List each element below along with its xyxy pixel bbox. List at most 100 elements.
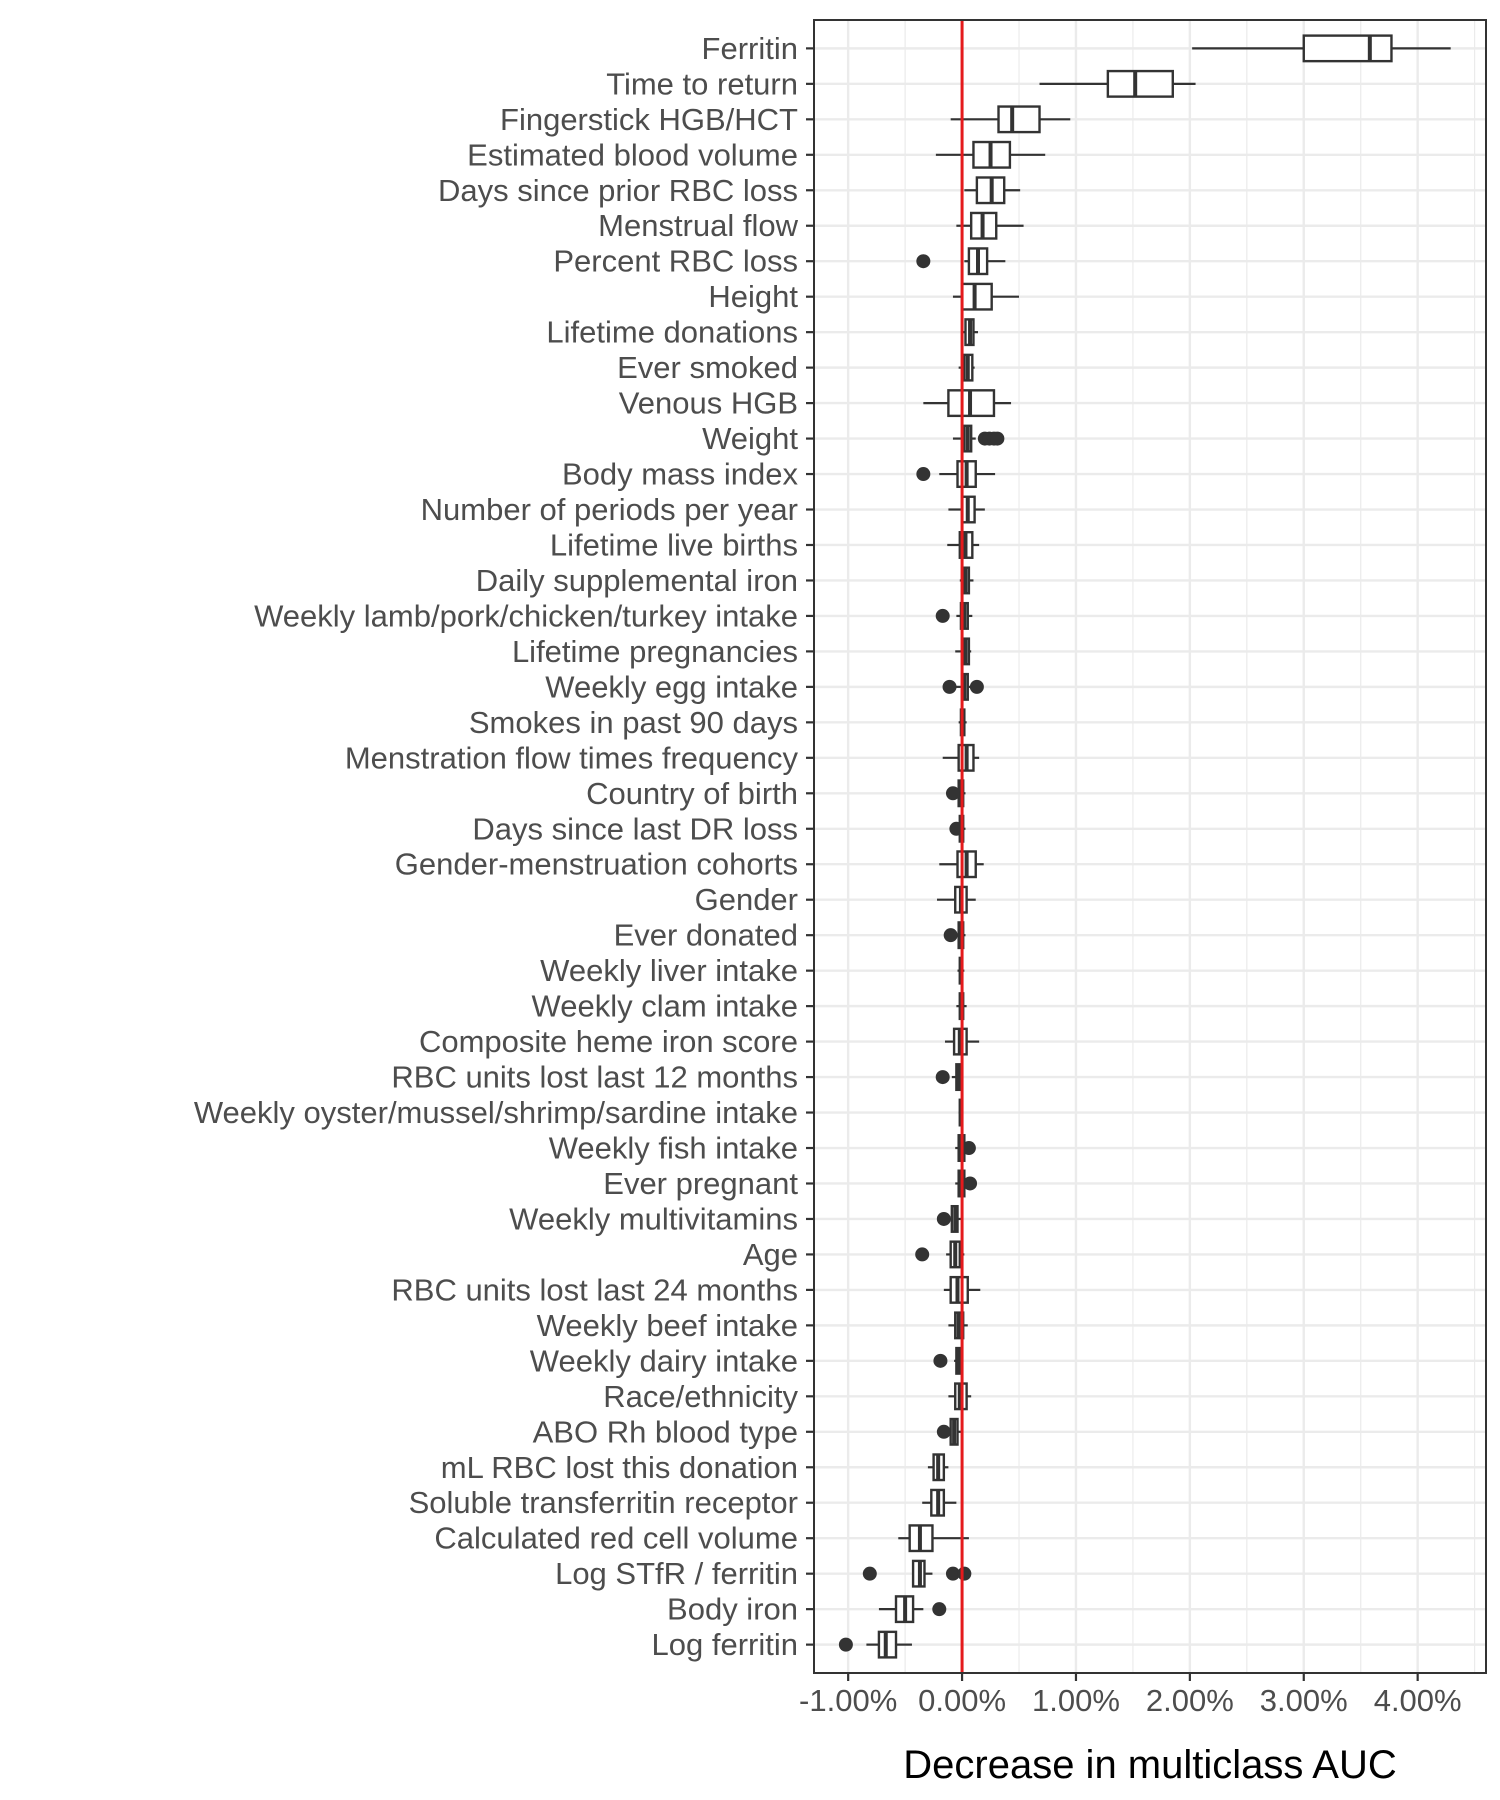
box-45 [878,1595,947,1624]
box-2 [1039,69,1196,98]
box-1 [1192,34,1451,63]
box-iqr [1106,69,1174,98]
y-tick-label: Weekly clam intake [532,989,798,1024]
y-tick-label: Lifetime donations [546,315,798,350]
y-tick-label: Weight [702,421,798,456]
x-tick-label: 3.00% [1260,1683,1348,1718]
y-tick-label: Log ferritin [652,1627,798,1662]
box-12 [952,424,1005,453]
y-tick-label: Ever donated [614,918,798,953]
y-tick-label: Weekly liver intake [540,953,798,988]
outlier-point [969,679,984,694]
box-19 [942,672,984,701]
y-tick-label: Weekly lamb/pork/chicken/turkey intake [254,598,798,633]
box-41 [927,1453,949,1482]
major-gridlines [814,20,1486,1673]
box-17 [935,601,973,630]
box-46 [838,1630,912,1659]
outlier-point [916,254,931,269]
outlier-point [990,431,1005,446]
outlier-point [945,1566,960,1581]
y-tick-label: Fingerstick HGB/HCT [500,102,798,137]
y-tick-label: Weekly multivitamins [509,1201,798,1236]
y-tick-label: Lifetime pregnancies [512,634,798,669]
outlier-point [935,1070,950,1085]
outlier-point [963,1176,978,1191]
box-iqr [997,105,1041,134]
y-tick-label: Weekly fish intake [549,1131,798,1166]
box-iqr [960,282,993,311]
outlier-point [943,928,958,943]
outlier-point [916,467,931,482]
panel-border [813,19,1487,1674]
y-tick-label: Race/ethnicity [603,1379,798,1414]
y-tick-label: Venous HGB [619,386,798,421]
box-11 [923,389,1012,418]
box-iqr [1302,34,1393,63]
y-tick-label: Time to return [606,66,798,101]
box-38 [933,1346,961,1375]
x-axis: -1.00% 0.00% 1.00% 2.00% 3.00% 4.00% [799,1673,1462,1718]
y-tick-label: ABO Rh blood type [533,1414,798,1449]
y-tick-label: Log STfR / ferritin [555,1556,798,1591]
y-tick-label: Days since prior RBC loss [438,173,798,208]
box-7 [916,247,1006,276]
x-tick-label: 2.00% [1146,1683,1234,1718]
y-tick-label: Country of birth [586,776,798,811]
outlier-point [915,1247,930,1262]
box-40 [936,1417,961,1446]
y-tick-label: Age [743,1237,798,1272]
box-37 [948,1311,968,1340]
y-tick-label: Daily supplemental iron [476,563,798,598]
y-tick-label: Body iron [667,1592,798,1627]
outlier-point [961,1141,976,1156]
outlier-point [862,1566,877,1581]
box-42 [922,1488,957,1517]
y-tick-label: Lifetime live births [550,527,798,562]
y-tick-label: Weekly egg intake [545,669,798,704]
outlier-point [942,679,957,694]
outlier-point [949,821,964,836]
box-35 [915,1240,965,1269]
y-tick-label: Gender [695,882,798,917]
box-8 [952,282,1020,311]
y-tick-label: Ever smoked [617,350,798,385]
y-tick-label: Gender-menstruation cohorts [395,847,798,882]
y-tick-label: RBC units lost last 24 months [391,1272,798,1307]
outlier-point [838,1637,853,1652]
x-tick-label: 0.00% [918,1683,1006,1718]
y-tick-label: RBC units lost last 12 months [391,1060,798,1095]
box-34 [936,1204,961,1233]
box-6 [956,211,1024,240]
y-tick-label: Weekly dairy intake [530,1343,798,1378]
outlier-point [933,1353,948,1368]
outlier-point [936,1211,951,1226]
box-3 [950,105,1071,134]
y-tick-label: Menstrual flow [598,208,798,243]
y-tick-label: Ferritin [702,31,798,66]
box-43 [898,1524,969,1553]
y-tick-label: Calculated red cell volume [434,1521,798,1556]
outlier-point [945,786,960,801]
y-tick-label: Percent RBC loss [553,244,798,279]
y-tick-label: Days since last DR loss [472,811,798,846]
outlier-point [936,1424,951,1439]
outlier-point [957,1566,972,1581]
y-tick-label: Composite heme iron score [419,1024,798,1059]
y-tick-label: Body mass index [562,457,799,492]
y-tick-label: Height [708,279,798,314]
box-4 [935,140,1046,169]
x-tick-label: 4.00% [1374,1683,1462,1718]
panel-background [814,20,1486,1673]
y-tick-label: Smokes in past 90 days [469,705,798,740]
x-axis-title: Decrease in multiclass AUC [903,1743,1397,1787]
y-tick-label: Weekly oyster/mussel/shrimp/sardine inta… [194,1095,798,1130]
y-tick-label: Weekly beef intake [537,1308,798,1343]
y-tick-label: Menstration flow times frequency [345,740,799,775]
x-tick-label: -1.00% [799,1683,897,1718]
x-tick-label: 1.00% [1032,1683,1120,1718]
box-5 [964,176,1021,205]
outlier-point [935,608,950,623]
